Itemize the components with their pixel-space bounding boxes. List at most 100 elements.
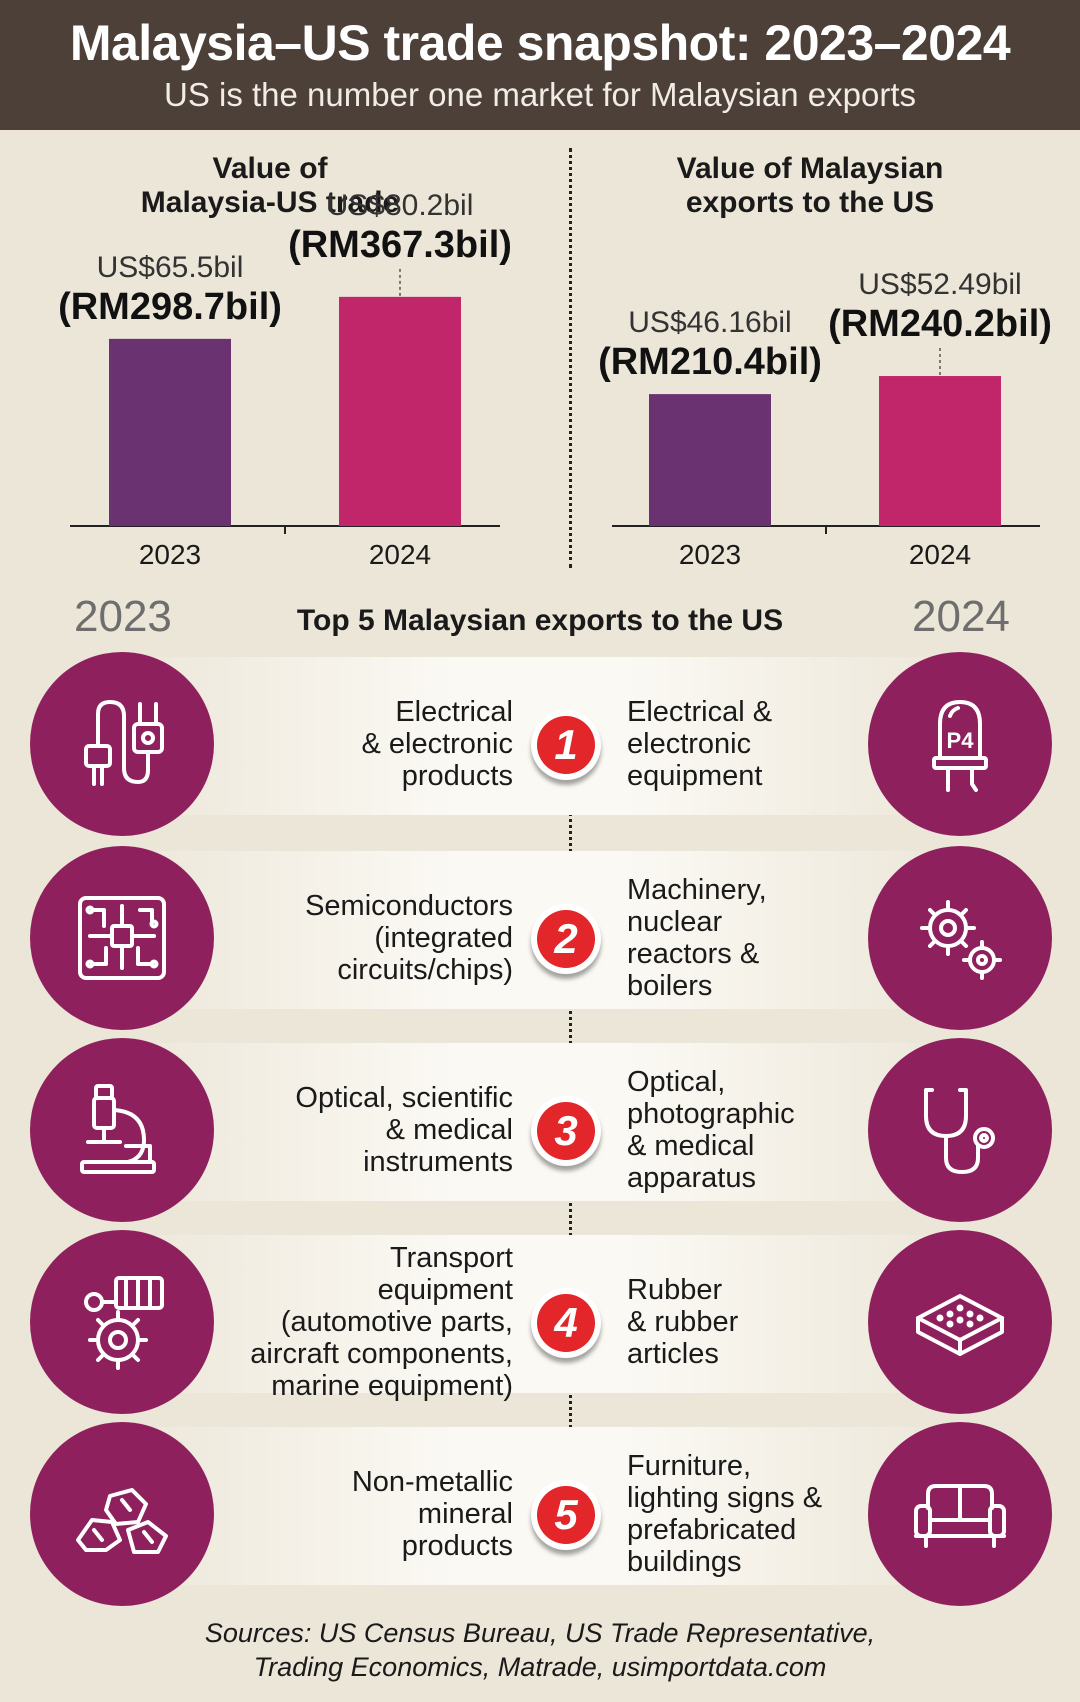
chart-title: Value of Malaysian exports to the US xyxy=(540,152,1080,220)
rank-number: 2 xyxy=(537,910,595,968)
stethoscope-icon xyxy=(868,1038,1052,1222)
rank-number: 5 xyxy=(537,1486,595,1544)
chart-title-line: exports to the US xyxy=(685,186,935,219)
item-line: (automotive parts, xyxy=(280,1306,513,1338)
rank-badge: 5 xyxy=(531,1480,601,1550)
item-line: Machinery, xyxy=(627,874,767,906)
rubber-block-icon xyxy=(868,1230,1052,1414)
export-value-chart: Value of Malaysian exports to the US 202… xyxy=(540,130,1080,570)
export-row-5: Non-metallic mineral products 5 Furnitur… xyxy=(0,1422,1080,1606)
rank-badge: 2 xyxy=(531,904,601,974)
x-tick-label: 2024 xyxy=(909,539,971,570)
export-row-4: Transport equipment (automotive parts, a… xyxy=(0,1230,1080,1414)
item-line: & electronic xyxy=(361,728,513,760)
item-line: prefabricated xyxy=(627,1514,797,1546)
export-2024-item: Rubber & rubber articles xyxy=(627,1230,867,1414)
sources-line: Trading Economics, Matrade, usimportdata… xyxy=(253,1652,827,1682)
year-label-left: 2023 xyxy=(74,592,172,641)
item-line: aircraft components, xyxy=(250,1338,513,1370)
usd-value-label: US$52.49bil xyxy=(858,268,1021,301)
item-line: Rubber xyxy=(627,1274,723,1306)
export-2024-item: Furniture, lighting signs & prefabricate… xyxy=(627,1422,867,1606)
usd-value-label: US$46.16bil xyxy=(628,306,791,339)
rm-value-label: (RM367.3bil) xyxy=(288,224,512,266)
bar-2023 xyxy=(109,338,231,526)
header: Malaysia–US trade snapshot: 2023–2024 US… xyxy=(0,0,1080,130)
item-line: circuits/chips) xyxy=(337,954,513,986)
item-line: & rubber xyxy=(627,1306,739,1338)
export-2023-item: Non-metallic mineral products xyxy=(183,1422,513,1606)
usd-value-label: US$80.2bil xyxy=(327,189,474,222)
chart-title-line: Malaysia-US trade xyxy=(140,186,400,219)
item-line: products xyxy=(401,1530,513,1562)
export-row-1: Electrical & electronic products 1 Elect… xyxy=(0,652,1080,836)
plug-icon xyxy=(30,652,214,836)
rank-number: 1 xyxy=(537,716,595,774)
sources-note: Sources: US Census Bureau, US Trade Repr… xyxy=(0,1616,1080,1684)
item-line: articles xyxy=(627,1338,719,1370)
item-line: Optical, xyxy=(627,1066,726,1098)
page-subtitle: US is the number one market for Malaysia… xyxy=(164,76,916,113)
item-line: lighting signs & xyxy=(627,1482,823,1514)
item-line: Non-metallic xyxy=(351,1466,513,1498)
rm-value-label: (RM240.2bil) xyxy=(828,303,1052,345)
export-2023-item: Transport equipment (automotive parts, a… xyxy=(183,1230,513,1414)
circuit-board-icon xyxy=(30,846,214,1030)
chart-divider xyxy=(569,148,572,568)
rank-badge: 4 xyxy=(531,1288,601,1358)
item-line: instruments xyxy=(363,1146,513,1178)
item-line: equipment xyxy=(627,760,763,792)
rank-number: 4 xyxy=(537,1294,595,1352)
chart-title-line: Value of xyxy=(212,152,328,185)
chart-title-line: Value of Malaysian xyxy=(676,152,944,185)
x-tick-label: 2024 xyxy=(369,539,431,570)
item-line: Electrical & xyxy=(627,696,773,728)
rank-badge: 1 xyxy=(531,710,601,780)
item-line: marine equipment) xyxy=(271,1370,513,1402)
export-2023-item: Optical, scientific & medical instrument… xyxy=(183,1038,513,1222)
sources-line: Sources: US Census Bureau, US Trade Repr… xyxy=(204,1618,876,1648)
item-line: (integrated xyxy=(374,922,513,954)
item-line: Transport xyxy=(389,1242,513,1274)
item-line: nuclear xyxy=(627,906,723,938)
export-2024-item: Electrical & electronic equipment xyxy=(627,652,867,836)
item-line: Semiconductors xyxy=(305,890,513,922)
rank-badge: 3 xyxy=(531,1096,601,1166)
item-line: equipment xyxy=(377,1274,513,1306)
bar-2024 xyxy=(339,296,461,526)
export-row-2: Semiconductors (integrated circuits/chip… xyxy=(0,846,1080,1030)
top5-title: Top 5 Malaysian exports to the US xyxy=(296,604,784,637)
engine-parts-icon xyxy=(30,1230,214,1414)
year-label-right: 2024 xyxy=(912,592,1010,641)
export-2024-item: Optical, photographic & medical apparatu… xyxy=(627,1038,867,1222)
chart-title: Value of Malaysia-US trade xyxy=(0,152,540,220)
item-line: & medical xyxy=(627,1130,755,1162)
item-line: boilers xyxy=(627,970,713,1002)
export-2023-item: Semiconductors (integrated circuits/chip… xyxy=(183,846,513,1030)
item-line: products xyxy=(401,760,513,792)
usd-value-label: US$65.5bil xyxy=(97,251,244,284)
x-tick-label: 2023 xyxy=(679,539,741,570)
x-tick-label: 2023 xyxy=(139,539,201,570)
led-icon: P4 xyxy=(868,652,1052,836)
trade-value-bars: 2023 US$65.5bil(RM298.7bil) 2024 US$80.2bil… xyxy=(58,189,512,570)
item-line: Electrical xyxy=(395,696,513,728)
item-line: & medical xyxy=(385,1114,513,1146)
item-line: electronic xyxy=(627,728,752,760)
export-value-bars: 2023 US$46.16bil(RM210.4bil) 2024 US$52.49b… xyxy=(598,268,1052,570)
rm-value-label: (RM298.7bil) xyxy=(58,286,282,328)
item-line: reactors & xyxy=(627,938,760,970)
sofa-icon xyxy=(868,1422,1052,1606)
export-2023-item: Electrical & electronic products xyxy=(183,652,513,836)
item-line: Furniture, xyxy=(627,1450,752,1482)
led-label: P4 xyxy=(947,728,975,753)
item-line: photographic xyxy=(627,1098,795,1130)
microscope-icon xyxy=(30,1038,214,1222)
item-line: buildings xyxy=(627,1546,742,1578)
bar-2023 xyxy=(649,394,771,526)
gears-icon xyxy=(868,846,1052,1030)
item-line: apparatus xyxy=(627,1162,756,1194)
trade-value-chart: Value of Malaysia-US trade 2023 US$65.5bi… xyxy=(0,130,540,570)
rank-number: 3 xyxy=(537,1102,595,1160)
export-2024-item: Machinery, nuclear reactors & boilers xyxy=(627,846,867,1030)
